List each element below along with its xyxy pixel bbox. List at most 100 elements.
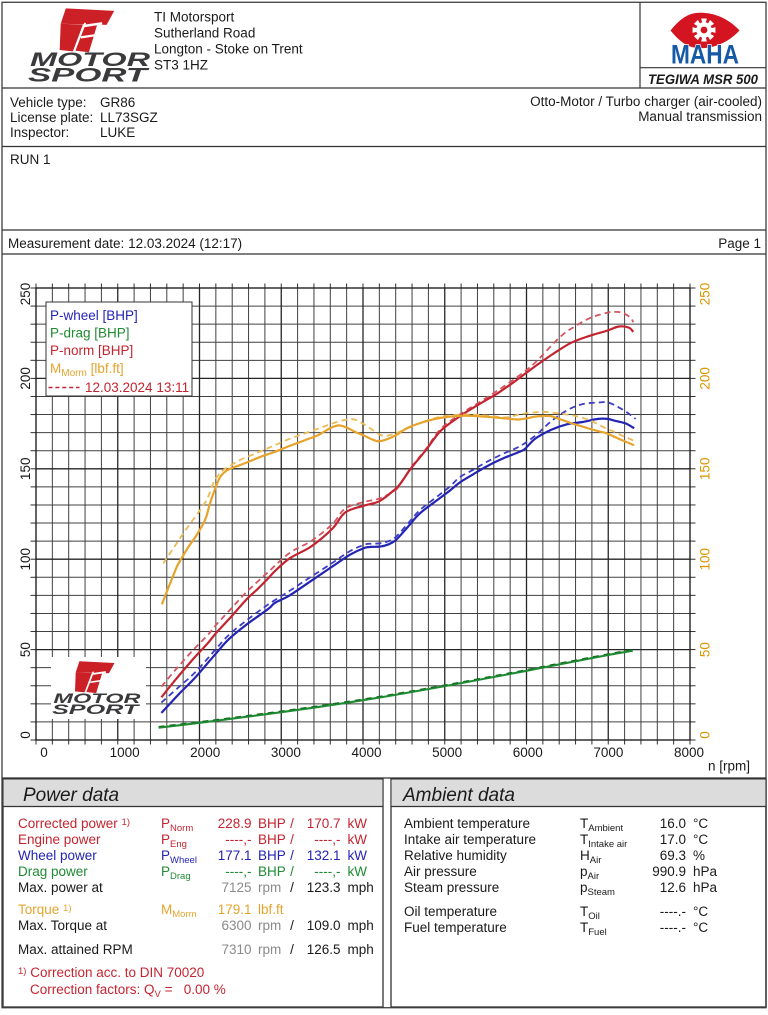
svg-text:69.3: 69.3: [660, 848, 686, 863]
svg-text:TEGIWA MSR 500: TEGIWA MSR 500: [648, 71, 758, 87]
svg-text:rpm: rpm: [258, 880, 281, 895]
svg-text:990.9: 990.9: [652, 864, 686, 879]
svg-text:Corrected power 1): Corrected power 1): [18, 816, 130, 831]
svg-text:/: /: [290, 942, 294, 957]
svg-text:BHP: BHP: [258, 848, 286, 863]
svg-text:12.03.2024 13:11: 12.03.2024 13:11: [85, 380, 189, 395]
svg-text:3000: 3000: [271, 745, 301, 760]
svg-text:BHP: BHP: [258, 832, 286, 847]
svg-text:rpm: rpm: [258, 942, 281, 957]
svg-text:Oil temperature: Oil temperature: [404, 904, 497, 919]
svg-text:6300: 6300: [221, 918, 251, 933]
svg-text:Air pressure: Air pressure: [404, 864, 477, 879]
svg-text:100: 100: [698, 548, 713, 571]
svg-text:179.1: 179.1: [218, 902, 252, 917]
svg-text:Inspector:: Inspector:: [10, 125, 69, 140]
svg-text:150: 150: [698, 458, 713, 481]
svg-text:109.0: 109.0: [307, 918, 341, 933]
svg-text:kW: kW: [348, 832, 368, 847]
svg-text:Power data: Power data: [23, 785, 119, 806]
svg-text:Max. Torque at: Max. Torque at: [18, 918, 107, 933]
svg-text:/: /: [290, 918, 294, 933]
svg-text:Wheel power: Wheel power: [18, 848, 97, 863]
svg-text:----,-: ----,-: [225, 832, 251, 847]
svg-text:0: 0: [40, 745, 48, 760]
svg-text:0: 0: [18, 731, 33, 739]
svg-text:5000: 5000: [432, 745, 462, 760]
svg-text:8000: 8000: [674, 745, 704, 760]
svg-text:Manual transmission: Manual transmission: [638, 109, 762, 124]
svg-text:228.9: 228.9: [218, 816, 252, 831]
svg-text:Torque 1): Torque 1): [18, 902, 71, 917]
svg-text:Otto-Motor / Turbo charger (ai: Otto-Motor / Turbo charger (air-cooled): [530, 94, 762, 109]
svg-text:----,-: ----,-: [314, 832, 340, 847]
svg-text:°C: °C: [693, 832, 708, 847]
svg-text:P-wheel [BHP]: P-wheel [BHP]: [50, 308, 138, 323]
svg-text:/: /: [290, 832, 294, 847]
svg-text:°C: °C: [693, 920, 708, 935]
svg-text:177.1: 177.1: [218, 848, 252, 863]
svg-text:n [rpm]: n [rpm]: [708, 759, 750, 774]
svg-text:/: /: [290, 848, 294, 863]
svg-text:mph: mph: [348, 918, 374, 933]
svg-text:Vehicle type:: Vehicle type:: [10, 95, 87, 110]
svg-text:RUN 1: RUN 1: [10, 152, 51, 167]
svg-text:BHP: BHP: [258, 864, 286, 879]
svg-text:°C: °C: [693, 816, 708, 831]
svg-text:250: 250: [698, 283, 713, 306]
svg-text:1) Correction acc. to DIN 7002: 1) Correction acc. to DIN 70020: [18, 965, 204, 980]
svg-text:Max. power at: Max. power at: [18, 880, 103, 895]
svg-text:1000: 1000: [110, 745, 140, 760]
svg-text:kW: kW: [348, 848, 368, 863]
svg-text:hPa: hPa: [693, 864, 718, 879]
svg-text:200: 200: [18, 367, 33, 390]
svg-text:7125: 7125: [221, 880, 251, 895]
svg-text:6000: 6000: [513, 745, 543, 760]
svg-text:0: 0: [698, 731, 713, 739]
svg-text:----.-: ----.-: [660, 920, 686, 935]
svg-text:mph: mph: [348, 880, 374, 895]
svg-text:4000: 4000: [351, 745, 381, 760]
svg-text:kW: kW: [348, 816, 368, 831]
svg-text:50: 50: [18, 642, 33, 657]
svg-text:°C: °C: [693, 904, 708, 919]
svg-text:Max. attained RPM: Max. attained RPM: [18, 942, 133, 957]
svg-text:16.0: 16.0: [660, 816, 686, 831]
svg-text:7000: 7000: [593, 745, 623, 760]
svg-text:/: /: [290, 880, 294, 895]
svg-text:rpm: rpm: [258, 918, 281, 933]
svg-text:Steam pressure: Steam pressure: [404, 880, 499, 895]
svg-text:7310: 7310: [221, 942, 251, 957]
svg-text:126.5: 126.5: [307, 942, 341, 957]
svg-text:mph: mph: [348, 942, 374, 957]
svg-text:----,-: ----,-: [225, 864, 251, 879]
svg-text:LUKE: LUKE: [100, 125, 135, 140]
svg-text:License plate:: License plate:: [10, 110, 93, 125]
svg-text:Ambient data: Ambient data: [402, 785, 515, 806]
svg-text:P-norm [BHP]: P-norm [BHP]: [50, 343, 133, 358]
svg-text:Sutherland Road: Sutherland Road: [154, 26, 255, 41]
svg-text:Page 1: Page 1: [718, 236, 761, 251]
svg-text:Relative humidity: Relative humidity: [404, 848, 507, 863]
svg-text:----.-: ----.-: [660, 904, 686, 919]
svg-text:hPa: hPa: [693, 880, 718, 895]
svg-text:12.6: 12.6: [660, 880, 686, 895]
svg-text:Longton - Stoke on Trent: Longton - Stoke on Trent: [154, 42, 303, 57]
svg-text:lbf.ft: lbf.ft: [258, 902, 284, 917]
svg-text:250: 250: [18, 283, 33, 306]
svg-text:200: 200: [698, 367, 713, 390]
svg-text:Correction factors: QV = 0.0: Correction factors: QV = 0.00 %: [30, 982, 226, 1000]
svg-text:----,-: ----,-: [314, 864, 340, 879]
svg-text:132.1: 132.1: [307, 848, 341, 863]
svg-text:LL73SGZ: LL73SGZ: [100, 110, 158, 125]
svg-text:Intake air temperature: Intake air temperature: [404, 832, 536, 847]
svg-text:17.0: 17.0: [660, 832, 686, 847]
svg-text:BHP: BHP: [258, 816, 286, 831]
svg-text:GR86: GR86: [100, 95, 135, 110]
svg-text:Drag power: Drag power: [18, 864, 88, 879]
svg-text:Fuel temperature: Fuel temperature: [404, 920, 507, 935]
svg-text:150: 150: [18, 458, 33, 481]
svg-text:P-drag [BHP]: P-drag [BHP]: [50, 326, 130, 341]
svg-text:100: 100: [18, 548, 33, 571]
svg-text:kW: kW: [348, 864, 368, 879]
